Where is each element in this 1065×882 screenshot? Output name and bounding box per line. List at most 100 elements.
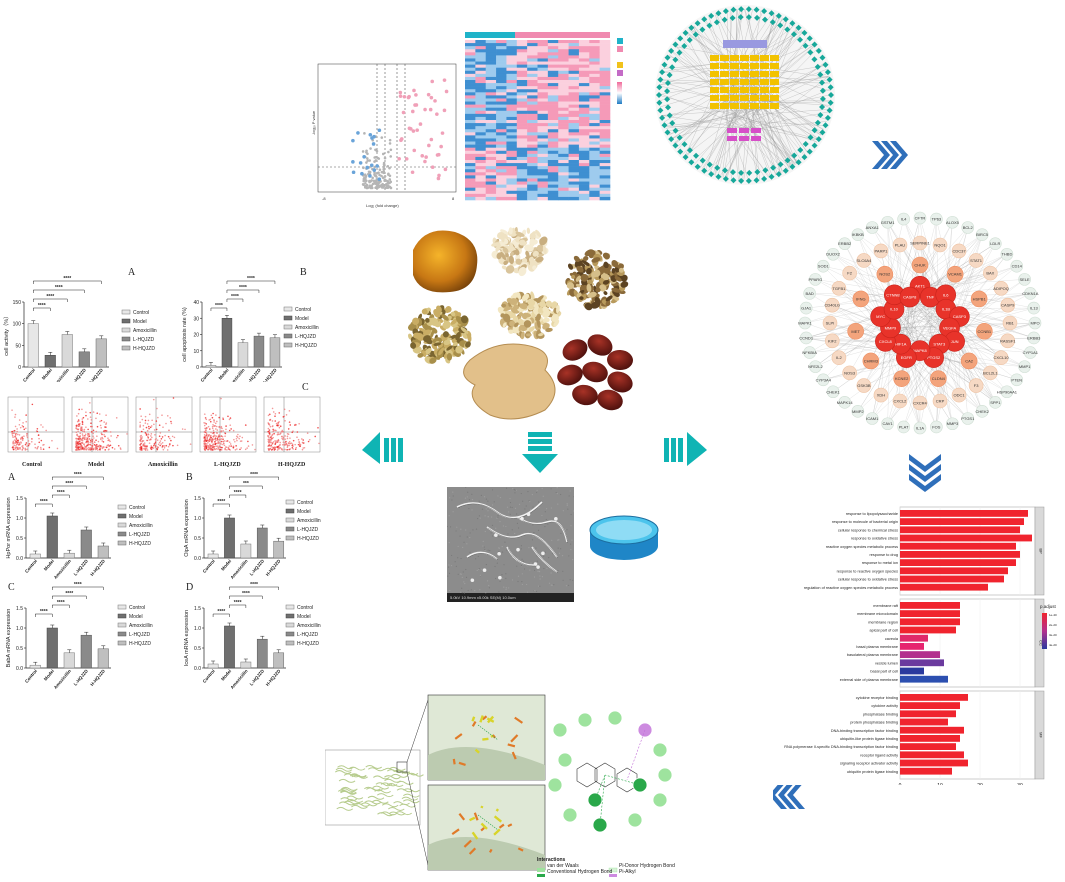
heatmap-cell — [579, 135, 590, 138]
sem-texture — [548, 557, 549, 558]
flow-event — [214, 435, 216, 437]
heatmap-cell — [569, 185, 580, 188]
chevron-down-right-icon — [868, 135, 918, 175]
sem-texture — [486, 564, 487, 565]
go-term-label: response to lipopolysaccharide — [846, 512, 898, 516]
ppi-edge — [959, 308, 1033, 317]
flow-event — [151, 446, 153, 448]
heatmap-cell — [465, 185, 476, 188]
flow-event — [219, 439, 221, 441]
flow-event — [245, 449, 247, 451]
heatmap-cell — [527, 188, 538, 191]
flow-event — [103, 434, 105, 436]
heatmap-cell — [486, 114, 497, 117]
interaction-residue — [653, 743, 667, 757]
panel-letter-mrna-a: A — [8, 472, 15, 483]
heatmap-cell — [517, 178, 528, 181]
flow-event — [15, 440, 17, 442]
flow-event — [32, 404, 34, 406]
sem-texture — [498, 551, 499, 552]
heatmap-cell — [600, 169, 611, 172]
volcano-plot-svg: -8 8 Log₂ (fold change) -log₁₀ P value — [310, 60, 460, 210]
heatmap-cell — [579, 55, 590, 58]
go-bar — [900, 551, 1020, 558]
heatmap-cell — [538, 71, 549, 74]
heatmap-cell — [558, 163, 569, 166]
heatmap-cell — [506, 138, 517, 141]
significance-label: **** — [250, 472, 258, 478]
sem-texture — [494, 501, 495, 502]
ppi-node-label: SERPINE1 — [910, 241, 931, 246]
flow-event — [77, 421, 79, 423]
flow-event — [42, 426, 44, 428]
heatmap-cell — [496, 52, 507, 55]
sem-texture — [469, 537, 470, 538]
significance-label: **** — [217, 499, 225, 505]
heatmap-cell — [527, 62, 538, 65]
volcano-point — [368, 159, 371, 162]
flow-event — [278, 440, 280, 442]
volcano-point — [378, 186, 381, 189]
go-term-label: membrane raft — [873, 604, 899, 608]
heatmap-cell — [569, 191, 580, 194]
sem-texture — [521, 493, 522, 494]
heatmap-cell — [579, 194, 590, 197]
sem-texture — [478, 556, 479, 557]
heatmap-cell — [579, 98, 590, 101]
heatmap-cell — [548, 80, 559, 83]
heatmap-cell — [527, 80, 538, 83]
compound-node — [720, 103, 729, 109]
flow-event — [158, 444, 160, 446]
heatmap-cell — [600, 58, 611, 61]
heatmap-cell — [538, 114, 549, 117]
ppi-node-label: CDC37 — [952, 248, 966, 253]
flow-event — [273, 448, 275, 450]
heatmap-cell — [465, 191, 476, 194]
heatmap-cell — [527, 178, 538, 181]
flow-event — [82, 422, 84, 424]
flow-event — [298, 423, 300, 425]
sem-texture — [565, 529, 566, 530]
flow-event — [150, 439, 152, 441]
compound-node — [760, 79, 769, 85]
volcano-point — [429, 108, 433, 112]
significance-label: **** — [215, 303, 223, 309]
sem-texture — [483, 541, 484, 542]
go-term-label: membrane region — [868, 620, 898, 624]
heatmap-cell — [486, 178, 497, 181]
heatmap-cell — [517, 55, 528, 58]
go-term-label: caveola — [885, 637, 899, 641]
sem-texture — [453, 495, 454, 496]
go-term-label: response to molecule of bacterial origin — [832, 520, 898, 524]
ppi-node-label: BIRC5 — [976, 232, 989, 237]
legend-label: Control — [297, 500, 313, 506]
ppi-edge — [920, 219, 936, 286]
sem-texture — [448, 564, 449, 565]
bacteria-coccus — [541, 552, 545, 556]
bar — [274, 653, 284, 668]
heatmap-cell — [569, 55, 580, 58]
ppi-node-label: ADIPOQ — [993, 286, 1009, 291]
sem-texture — [449, 497, 450, 498]
heatmap-cell — [569, 71, 580, 74]
flow-event — [278, 412, 280, 414]
flow-event — [275, 446, 277, 448]
volcano-point — [381, 171, 384, 174]
heatmap-cell — [527, 108, 538, 111]
flow-event — [275, 441, 277, 443]
sem-texture — [512, 529, 513, 530]
heatmap-cell — [538, 163, 549, 166]
heatmap-cell — [538, 126, 549, 129]
sem-texture — [521, 545, 522, 546]
volcano-point — [373, 179, 376, 182]
flow-event — [112, 447, 114, 449]
ppi-node-label: PLAU — [895, 243, 906, 248]
heatmap-cell — [589, 89, 600, 92]
heatmap-cell — [465, 126, 476, 129]
flow-event — [91, 448, 93, 450]
flow-event — [233, 447, 235, 449]
heatmap-cell — [517, 71, 528, 74]
heatmap-cell — [548, 148, 559, 151]
flow-event — [139, 422, 141, 424]
volcano-point — [362, 183, 365, 186]
